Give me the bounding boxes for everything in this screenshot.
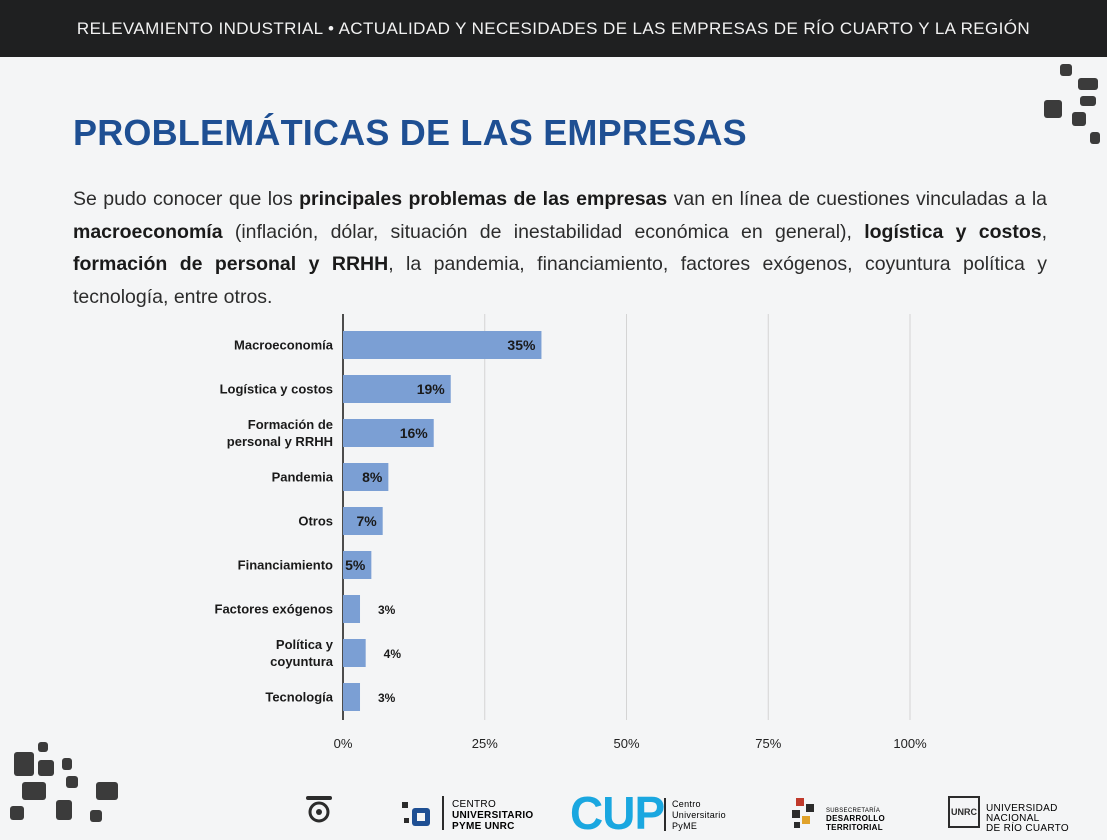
decor-square [14, 752, 34, 776]
logo3-sub-line1: Centro [672, 799, 701, 809]
logo2-line1: CENTRO [452, 799, 497, 810]
decor-square [10, 806, 24, 820]
category-label: Macroeconomía [234, 338, 334, 353]
data-label: 3% [378, 691, 396, 705]
category-label: Formación de personal y RRHH [227, 417, 333, 449]
logo3-sub-line2: Universitario [672, 810, 726, 820]
data-label: 4% [384, 647, 402, 661]
category-label: Logística y costos [220, 382, 333, 397]
logo4-line2: DESARROLLO [826, 814, 885, 823]
x-tick-label: 50% [613, 736, 639, 751]
data-label: 7% [356, 513, 377, 529]
bar [343, 551, 372, 579]
decor-square [90, 810, 102, 822]
decor-square [1044, 100, 1062, 118]
logo4-line1: SUBSECRETARÍA [826, 808, 881, 814]
data-label: 35% [507, 337, 536, 353]
x-tick-label: 100% [893, 736, 927, 751]
emblem-icon [306, 796, 332, 823]
logo5-line1: UNIVERSIDAD [986, 803, 1058, 814]
category-label: Otros [298, 514, 333, 529]
category-label: Política y coyuntura [270, 637, 334, 669]
logo2-line3: PYME UNRC [452, 821, 515, 832]
logo5-line2: NACIONAL [986, 813, 1040, 824]
logo-cup: CUP [570, 787, 665, 839]
logo-emblem [302, 794, 336, 828]
data-label: 16% [400, 425, 429, 441]
header-title: RELEVAMIENTO INDUSTRIAL • ACTUALIDAD Y N… [76, 19, 1031, 38]
category-label: Pandemia [272, 470, 334, 485]
data-label: 5% [345, 557, 366, 573]
decor-square [96, 782, 118, 800]
decor-square [1078, 78, 1098, 90]
bar [343, 507, 383, 535]
category-label: Financiamiento [238, 558, 333, 573]
bar [343, 683, 361, 711]
logo-centro-universitario: CENTRO UNIVERSITARIO PYME UNRC [398, 796, 558, 832]
decor-square [38, 760, 54, 776]
logo5-line3: DE RÍO CUARTO [986, 823, 1069, 834]
bar [343, 375, 451, 403]
territorial-icon [792, 798, 814, 828]
slide-title: PROBLEMÁTICAS DE LAS EMPRESAS [73, 112, 747, 153]
x-tick-label: 75% [755, 736, 781, 751]
bar [343, 419, 434, 447]
logo-unrc: UNRC UNIVERSIDAD NACIONAL DE RÍO CUARTO [948, 796, 1078, 834]
logo3-sub-line3: PyME [672, 821, 698, 831]
pyme-icon [402, 802, 430, 826]
data-label: 19% [417, 381, 446, 397]
bar [343, 639, 366, 667]
unrc-mark: UNRC [948, 796, 980, 828]
bar [343, 463, 389, 491]
decor-square [1090, 132, 1100, 144]
decor-square [66, 776, 78, 788]
decor-square [1072, 112, 1086, 126]
data-label: 8% [362, 469, 383, 485]
logo-cup-divider [664, 798, 666, 831]
decor-square [1080, 96, 1096, 106]
logo-subsecretaria: SUBSECRETARÍA DESARROLLO TERRITORIAL [790, 796, 900, 832]
decor-square [38, 742, 48, 752]
decor-square [56, 800, 72, 820]
x-tick-label: 25% [472, 736, 498, 751]
bar [343, 331, 542, 359]
decor-square [1060, 64, 1072, 76]
decor-square [62, 758, 72, 770]
x-tick-label: 0% [334, 736, 353, 751]
logo4-line3: TERRITORIAL [826, 823, 883, 832]
intro-paragraph: Se pudo conocer que los principales prob… [73, 188, 1048, 308]
category-label: Tecnología [265, 690, 333, 705]
bar [343, 595, 361, 623]
bar-chart: 0% 25% 50% 75% 100% Macroeconomía 35% Logística… [215, 314, 927, 751]
data-label: 3% [378, 603, 396, 617]
header-bar: RELEVAMIENTO INDUSTRIAL • ACTUALIDAD Y N… [0, 0, 1107, 57]
category-label: Factores exógenos [215, 602, 334, 617]
logo2-line2: UNIVERSITARIO [452, 810, 534, 821]
decor-square [22, 782, 46, 800]
